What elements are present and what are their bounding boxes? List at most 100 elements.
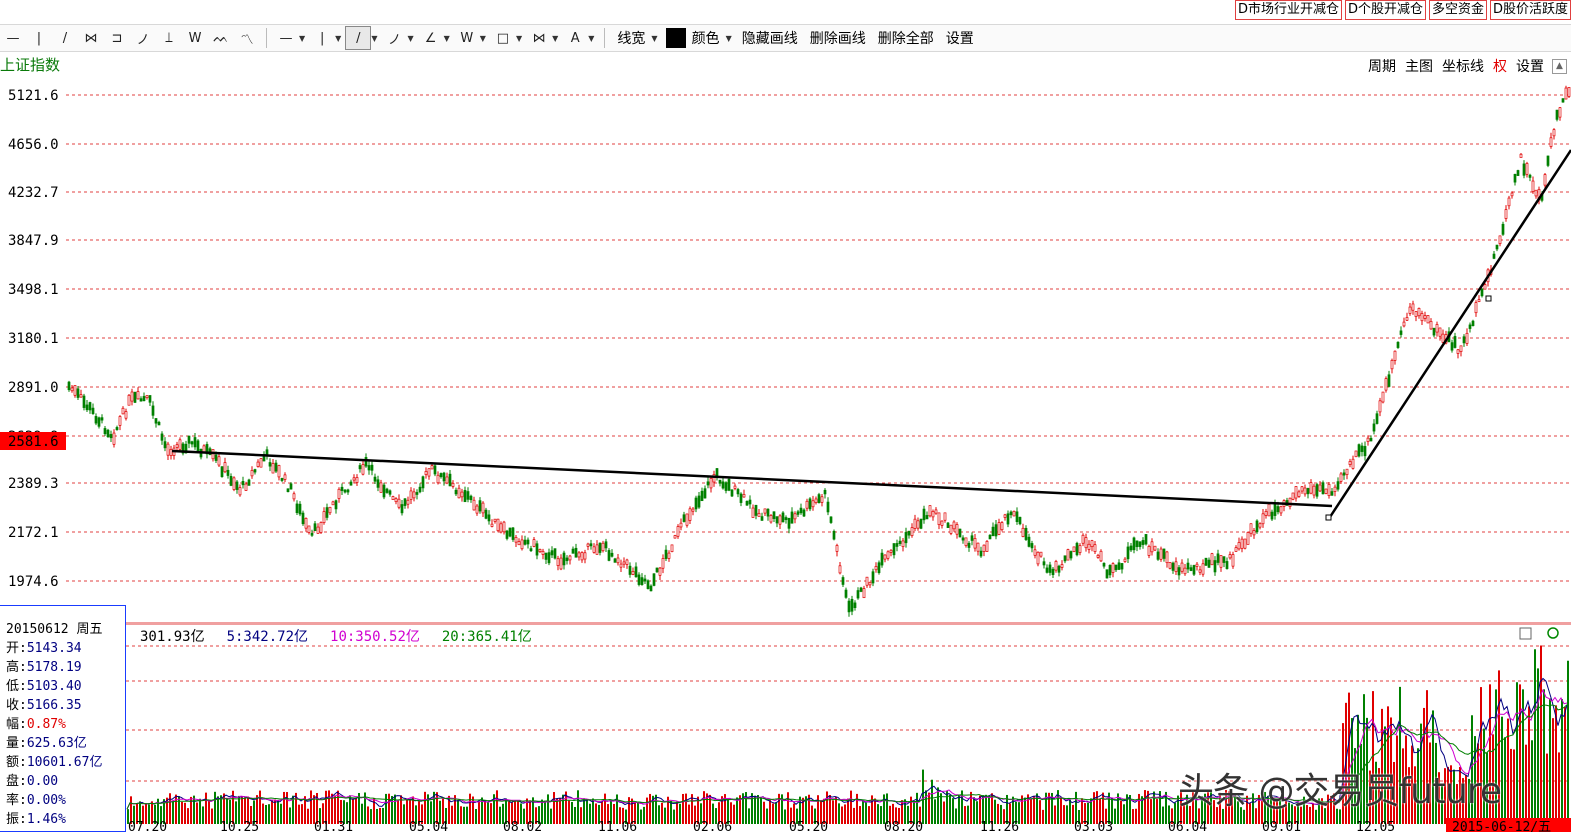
delete-line-button[interactable]: 删除画线	[809, 31, 866, 47]
arc-tool[interactable]: ノ	[136, 32, 150, 48]
candle-body	[244, 483, 248, 491]
volume-bar	[1063, 805, 1065, 824]
volume-bar	[1126, 794, 1128, 824]
volume-bar	[742, 793, 744, 824]
volume-bar	[235, 801, 237, 824]
trend-line-tool[interactable]: /	[62, 30, 68, 46]
candle-body	[1498, 235, 1502, 244]
box-tool[interactable]: □	[496, 30, 510, 46]
volume-bar	[760, 797, 762, 824]
volume-bar	[127, 809, 129, 824]
volume-bar	[754, 795, 756, 824]
expand-up-icon[interactable]: ▲	[1552, 58, 1567, 74]
volume-bar	[556, 798, 558, 824]
candle-body	[544, 552, 548, 560]
volume-bar	[430, 801, 432, 824]
candle-body	[1240, 538, 1244, 549]
candle-body	[622, 561, 626, 565]
candle-body	[100, 417, 104, 421]
volume-bar	[427, 794, 429, 824]
wave-w-tool[interactable]: W	[188, 30, 202, 46]
volume-bar	[1276, 799, 1278, 824]
gann-tool[interactable]: ⋈	[532, 30, 546, 46]
volume-bar	[493, 794, 495, 824]
volume-bar	[232, 790, 234, 824]
vline-style-tool[interactable]: |	[319, 30, 325, 46]
angle-tool[interactable]: ∠	[424, 30, 437, 46]
candlestick-chart[interactable]: 5121.6 4656.0 4232.7 3847.9 3498.1 3180.1 2891…	[0, 70, 1571, 624]
candle-body	[1027, 536, 1031, 547]
chevron-down-icon[interactable]: ▼	[651, 33, 658, 43]
axis-line-button[interactable]: 坐标线	[1442, 59, 1484, 75]
chevron-down-icon[interactable]: ▼	[725, 33, 732, 43]
toolbar-settings-button[interactable]: 设置	[945, 31, 974, 47]
tab-long-short-funds[interactable]: 多空资金	[1428, 0, 1487, 20]
volume-bar	[1531, 740, 1533, 824]
color-button[interactable]: 颜色	[691, 31, 720, 47]
fan-tool[interactable]: ⟘	[165, 30, 173, 46]
volume-bar	[658, 805, 660, 824]
volume-legend: 301.93亿 5:342.72亿 10:350.52亿 20:365.41亿	[140, 626, 554, 646]
candle-body	[457, 487, 461, 499]
rectangle-bracket-tool[interactable]: ⊐	[111, 30, 123, 46]
candle-body	[1204, 557, 1208, 566]
candle-body	[727, 478, 731, 491]
volume-bar	[361, 803, 363, 824]
delete-all-button[interactable]: 删除全部	[877, 31, 934, 47]
channel-tool[interactable]: ⋈	[84, 30, 98, 46]
candle-body	[1201, 563, 1205, 575]
chevron-down-icon[interactable]: ▼	[479, 33, 486, 43]
candle-body	[343, 489, 347, 493]
main-chart-button[interactable]: 主图	[1405, 59, 1433, 75]
volume-bar	[1408, 767, 1410, 824]
wave-free-tool[interactable]: 〽	[240, 32, 254, 48]
volume-bar	[922, 769, 924, 824]
volume-bar	[574, 806, 576, 824]
volume-bar	[1204, 793, 1206, 824]
chevron-down-icon[interactable]: ▼	[552, 33, 559, 43]
vertical-line-tool[interactable]: |	[36, 30, 42, 46]
tab-price-activity[interactable]: D股价活跃度	[1489, 0, 1571, 20]
volume-chart[interactable]: 07.20 10.25 01.31 05.04 08.02 11.06 02.06 05.20…	[0, 624, 1571, 832]
candle-body	[448, 473, 452, 487]
price-axis-label: 3498.1	[8, 282, 59, 298]
text-tool[interactable]: A	[570, 30, 580, 46]
chevron-down-icon[interactable]: ▼	[515, 33, 523, 43]
candle-body	[811, 500, 815, 508]
candle-body	[1078, 545, 1082, 553]
tab-market-industry[interactable]: D市场行业开减仓	[1234, 0, 1342, 20]
volume-bar	[583, 798, 585, 824]
price-axis-label: 1974.6	[8, 574, 59, 590]
open-value: 5143.34	[26, 641, 82, 656]
hide-lines-button[interactable]: 隐藏画线	[741, 31, 798, 47]
chart-settings-button[interactable]: 设置	[1516, 59, 1544, 75]
chevron-down-icon[interactable]: ▼	[299, 33, 306, 43]
rights-button[interactable]: 权	[1493, 59, 1507, 75]
color-swatch[interactable]	[665, 28, 686, 48]
wave-m-tool[interactable]: ᨓ	[213, 30, 229, 46]
segment-tool-selected[interactable]: /	[345, 26, 372, 50]
chevron-down-icon[interactable]: ▼	[335, 33, 342, 43]
line-width-button[interactable]: 线宽	[617, 31, 646, 47]
chevron-down-icon[interactable]: ▼	[371, 33, 378, 43]
chevron-down-icon[interactable]: ▼	[443, 33, 450, 43]
hline-style-tool[interactable]: —	[279, 30, 293, 46]
curve-tool[interactable]: ノ	[387, 32, 401, 48]
volume-bar	[241, 797, 243, 824]
candle-body	[1324, 488, 1328, 494]
candle-body	[850, 598, 854, 612]
wave-tool[interactable]: W	[460, 30, 474, 46]
candle-body	[268, 462, 272, 467]
tab-stock-position[interactable]: D个股开减仓	[1344, 0, 1426, 20]
candle-body	[1294, 486, 1298, 499]
horizontal-line-tool[interactable]: —	[6, 30, 20, 46]
volume-bar	[1486, 752, 1488, 824]
volume-bar	[1357, 714, 1359, 824]
chevron-down-icon[interactable]: ▼	[407, 33, 414, 43]
period-button[interactable]: 周期	[1368, 59, 1396, 75]
volume-bar	[964, 806, 966, 824]
candle-body	[598, 542, 602, 553]
chevron-down-icon[interactable]: ▼	[588, 33, 595, 43]
candle-body	[97, 417, 101, 427]
candle-body	[1273, 503, 1277, 516]
